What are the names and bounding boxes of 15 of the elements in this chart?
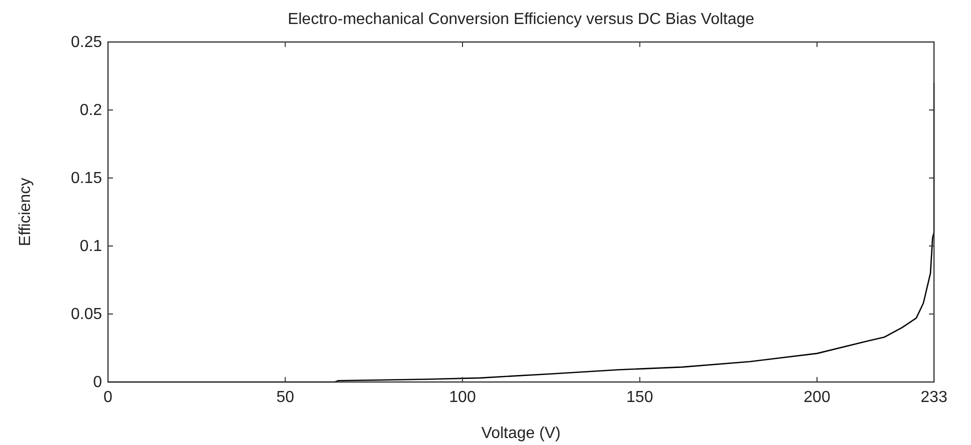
x-tick-label: 150 [626,389,654,406]
chart-title: Electro-mechanical Conversion Efficiency versus DC Bias Voltage [288,11,754,28]
x-tick-label: 0 [104,389,113,406]
x-tick-label: 200 [804,389,830,406]
x-tick-label: 50 [276,389,294,406]
y-tick-label: 0.05 [70,306,102,323]
y-tick-label: 0.2 [80,102,102,119]
x-tick-label: 100 [449,389,476,406]
y-tick-label: 0.1 [80,238,102,255]
y-tick-label: 0.25 [70,34,102,51]
y-tick-label: 0.15 [70,170,102,187]
x-axis-title: Voltage (V) [481,425,561,442]
y-tick-label: 0 [93,374,102,391]
x-tick-label: 233 [920,389,948,406]
y-axis-title: Efficiency [17,178,34,246]
